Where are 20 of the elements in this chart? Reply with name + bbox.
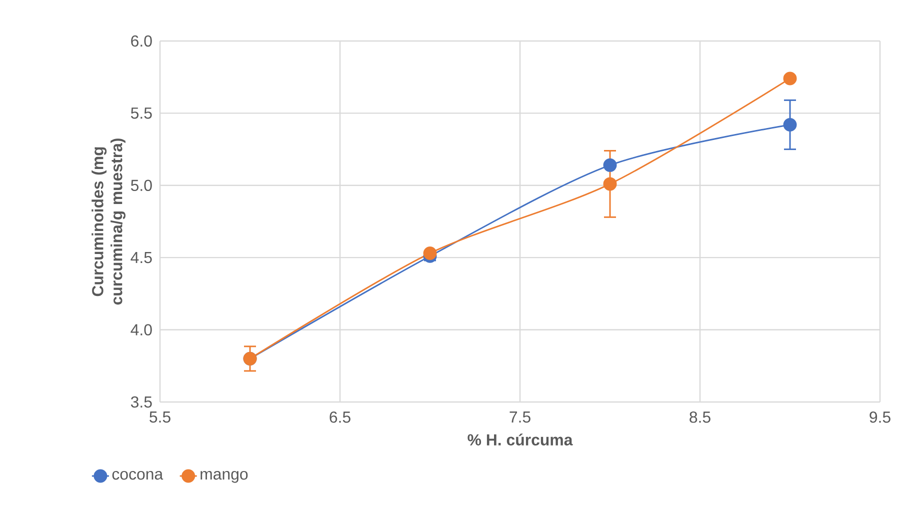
- y-tick-label: 4.0: [130, 324, 152, 336]
- y-tick-label: 6.0: [131, 35, 152, 47]
- y-tick-label: 4.5: [130, 252, 152, 264]
- legend-label: cocona: [112, 470, 164, 480]
- point: [603, 158, 617, 172]
- point: [783, 72, 797, 86]
- x-tick-label: 8.5: [690, 412, 710, 423]
- x-tick-label: 6.5: [330, 412, 350, 423]
- point: [603, 177, 617, 191]
- x-axis-title: % H. cúrcuma: [468, 434, 573, 446]
- y-tick-label: 5.0: [130, 180, 152, 192]
- x-tick-label: 9.5: [870, 412, 890, 423]
- x-tick-label: 5.5: [150, 412, 170, 423]
- point: [783, 118, 797, 132]
- y-tick-label: 5.5: [130, 108, 152, 119]
- point: [423, 246, 437, 260]
- y-axis-title: Curcuminoides (mg curcumina/g muestra): [92, 138, 126, 305]
- y-tick-label: 3.5: [130, 396, 152, 408]
- x-tick-label: 7.5: [510, 412, 530, 423]
- legend-label: mango: [200, 470, 248, 483]
